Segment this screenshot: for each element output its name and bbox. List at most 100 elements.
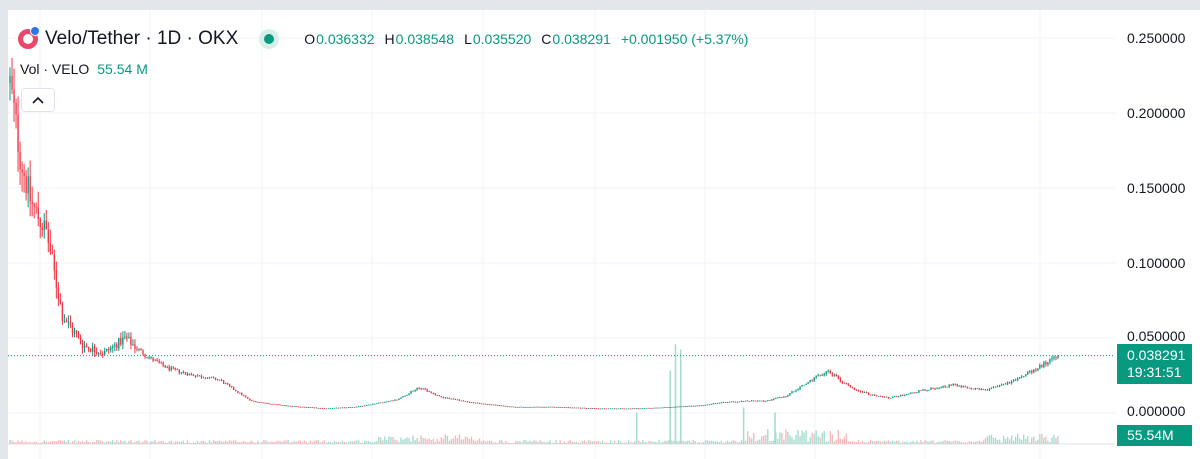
candle-body bbox=[386, 401, 388, 403]
candle-body bbox=[744, 400, 747, 402]
candle-body bbox=[226, 383, 229, 385]
volume-bar bbox=[261, 441, 263, 444]
candle-body bbox=[412, 390, 414, 392]
candle-body bbox=[791, 391, 793, 394]
volume-bar bbox=[426, 439, 428, 444]
volume-bar bbox=[851, 441, 854, 444]
candle-body bbox=[235, 389, 237, 392]
volume-bar bbox=[29, 442, 31, 444]
candle-body bbox=[255, 401, 257, 403]
volume-bars bbox=[9, 344, 1059, 444]
candle-body bbox=[335, 407, 338, 409]
volume-bar bbox=[805, 430, 807, 444]
candle-body bbox=[178, 369, 180, 373]
candle-body bbox=[722, 402, 725, 403]
volume-bar bbox=[1049, 442, 1051, 444]
candle-body bbox=[839, 378, 842, 382]
candle-body bbox=[368, 404, 370, 406]
volume-bar bbox=[670, 440, 672, 444]
volume-bar bbox=[984, 437, 987, 444]
candle-body bbox=[783, 396, 785, 398]
volume-bar bbox=[871, 440, 874, 444]
candle-body bbox=[750, 400, 753, 402]
volume-bar bbox=[877, 440, 880, 444]
candle-body bbox=[799, 386, 801, 390]
candle-body bbox=[53, 254, 56, 271]
volume-bar bbox=[769, 440, 771, 444]
volume-bar bbox=[75, 442, 78, 444]
volume-bar bbox=[982, 440, 985, 444]
volume-bar bbox=[291, 441, 293, 444]
volume-bar bbox=[315, 440, 318, 444]
candle-body bbox=[698, 405, 700, 407]
volume-bar bbox=[865, 442, 868, 444]
volume-bar bbox=[628, 440, 630, 444]
symbol-title[interactable]: Velo/Tether · 1D · OKX bbox=[45, 28, 239, 49]
market-status-icon[interactable] bbox=[264, 34, 275, 44]
candle-body bbox=[327, 408, 330, 410]
volume-bar bbox=[1012, 440, 1015, 444]
volume-bar bbox=[807, 441, 809, 444]
candle-body bbox=[718, 402, 721, 404]
volume-bar bbox=[17, 440, 19, 444]
volume-bar bbox=[235, 440, 237, 444]
candle-body bbox=[319, 408, 322, 409]
volume-bar bbox=[765, 434, 767, 444]
collapse-legend-button[interactable] bbox=[21, 88, 55, 112]
candle-body bbox=[1023, 376, 1025, 378]
candle-body bbox=[968, 387, 971, 389]
candle-body bbox=[704, 405, 707, 406]
volume-bar bbox=[366, 441, 368, 444]
volume-bar bbox=[924, 440, 926, 444]
volume-bar bbox=[102, 441, 104, 444]
volume-bar bbox=[456, 437, 459, 444]
candle-body bbox=[414, 390, 416, 391]
candle-body bbox=[41, 227, 43, 231]
volume-bar bbox=[178, 441, 180, 444]
candle-body bbox=[95, 352, 98, 354]
candle-body bbox=[849, 385, 852, 388]
volume-bar bbox=[134, 442, 136, 444]
candle-body bbox=[539, 406, 541, 408]
volume-bar bbox=[619, 441, 622, 444]
volume-bar bbox=[269, 442, 271, 444]
volume-bar bbox=[529, 440, 531, 444]
volume-bar bbox=[936, 442, 938, 444]
volume-bar bbox=[65, 442, 68, 444]
volume-bar bbox=[565, 442, 567, 444]
price-axis[interactable]: 0.250000 0.200000 0.150000 0.100000 0.05… bbox=[1117, 0, 1200, 459]
candle-body bbox=[208, 376, 211, 378]
candle-body bbox=[297, 406, 299, 408]
candle-body bbox=[892, 396, 894, 398]
volume-bar bbox=[61, 440, 64, 444]
candle-body bbox=[444, 397, 447, 399]
candle-body bbox=[644, 408, 646, 409]
volume-bar bbox=[378, 436, 380, 444]
candle-body bbox=[331, 408, 334, 410]
symbol-legend[interactable]: Velo/Tether · 1D · OKX O 0.036332 H 0.0385… bbox=[18, 26, 748, 52]
candle-body bbox=[628, 408, 630, 410]
candle-body bbox=[87, 346, 90, 349]
volume-bar bbox=[845, 433, 848, 444]
candle-body bbox=[253, 400, 255, 402]
candle-body bbox=[996, 386, 999, 388]
candle-body bbox=[426, 389, 428, 392]
candle-body bbox=[789, 393, 791, 396]
volume-bar bbox=[190, 442, 193, 444]
volume-bar bbox=[176, 440, 178, 444]
candle-body bbox=[43, 220, 45, 231]
candle-body bbox=[456, 399, 459, 401]
candle-body bbox=[1010, 381, 1013, 384]
volume-spike bbox=[669, 370, 672, 444]
candle-body bbox=[609, 408, 612, 410]
volume-bar bbox=[114, 442, 116, 444]
volume-bar bbox=[386, 439, 388, 444]
volume-bar bbox=[359, 442, 362, 444]
volume-bar bbox=[885, 441, 888, 444]
volume-bar bbox=[341, 440, 344, 444]
candle-body bbox=[563, 407, 565, 408]
volume-legend[interactable]: Vol · VELO 55.54 M bbox=[20, 61, 148, 77]
volume-bar bbox=[372, 442, 374, 444]
